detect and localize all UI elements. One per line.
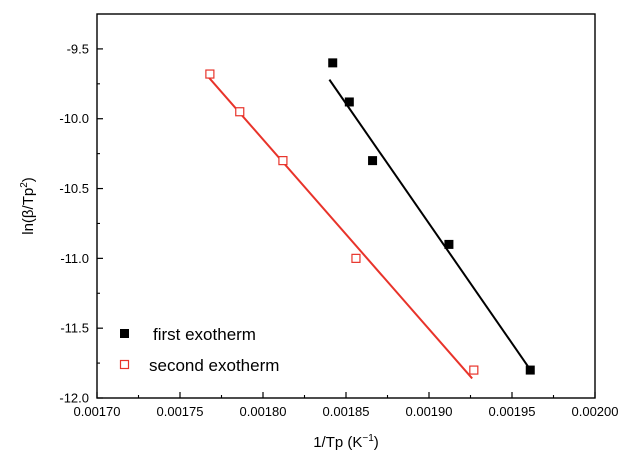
x-axis-title: 1/Tp (K−1) (313, 433, 379, 451)
y-tick-label: -11.0 (60, 251, 89, 266)
x-tick-label: 0.00185 (323, 404, 370, 419)
legend-marker-first-exotherm (120, 329, 129, 338)
legend-marker-second-exotherm (119, 359, 130, 370)
x-axis-ticks: 0.00170 0.00175 0.00180 0.00185 0.00190 0.001… (74, 392, 619, 419)
y-tick-label: -11.5 (60, 321, 89, 336)
data-point-series-1 (278, 156, 288, 166)
y-axis-title: ln(β/Tp2) (19, 177, 37, 235)
data-point-series-1 (235, 107, 245, 117)
fit-line-series-1 (207, 76, 473, 380)
x-tick-label: 0.00180 (240, 404, 287, 419)
y-tick-label: -10.5 (59, 181, 89, 196)
fit-line-series-0 (328, 79, 530, 368)
data-point-series-1 (351, 253, 361, 263)
data-point-series-1 (205, 69, 215, 79)
data-point-series-1 (469, 365, 479, 375)
data-point-series-0 (328, 58, 338, 68)
y-tick-label: -12.0 (59, 391, 89, 406)
data-point-series-0 (444, 239, 454, 249)
data-point-series-0 (344, 97, 354, 107)
legend-label-first-exotherm: first exotherm (153, 325, 256, 344)
data-points (205, 58, 535, 375)
legend: first exotherm second exotherm (119, 325, 279, 375)
data-point-series-0 (525, 365, 535, 375)
x-tick-label: 0.00175 (157, 404, 204, 419)
fit-lines (207, 76, 530, 380)
y-tick-label: -10.0 (59, 111, 89, 126)
x-tick-label: 0.00195 (489, 404, 536, 419)
y-tick-label: -9.5 (67, 41, 89, 56)
y-axis-ticks: -9.5 -10.0 -10.5 -11.0 -11.5 -12.0 (59, 41, 103, 406)
x-tick-label: 0.00200 (572, 404, 619, 419)
x-tick-label: 0.00170 (74, 404, 121, 419)
legend-label-second-exotherm: second exotherm (149, 356, 279, 375)
data-point-series-0 (368, 156, 378, 166)
x-tick-label: 0.00190 (406, 404, 453, 419)
